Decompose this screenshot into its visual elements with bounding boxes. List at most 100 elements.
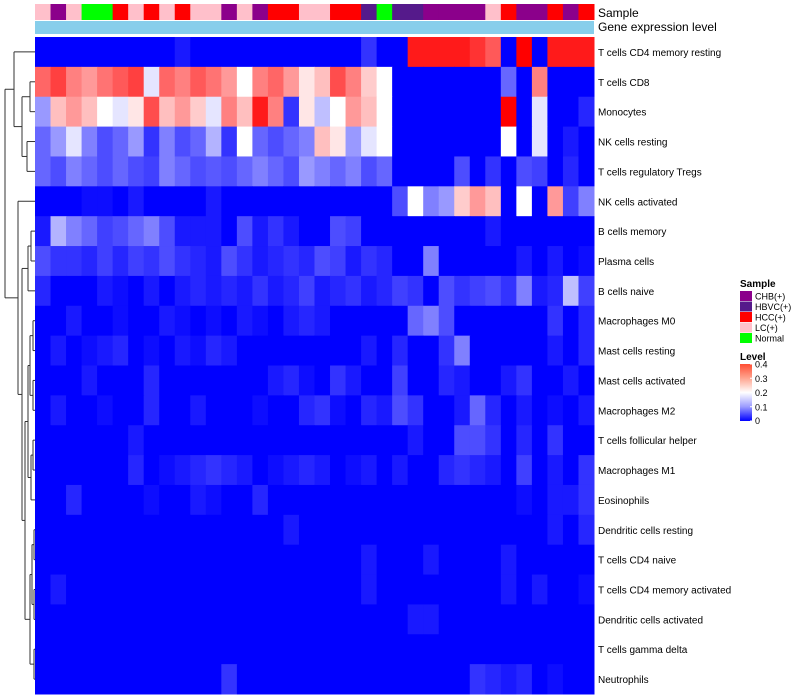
heatmap-cell (128, 484, 145, 516)
heatmap-cell (190, 395, 207, 426)
heatmap-cell (35, 66, 52, 98)
sample-annotation-cell (531, 4, 548, 20)
heatmap-cell (112, 126, 129, 157)
heatmap-cell (174, 246, 191, 277)
heatmap-cell (361, 216, 378, 247)
sample-annotation-cell (35, 4, 52, 20)
heatmap-cell (485, 66, 502, 98)
sample-annotation-cell (112, 4, 129, 20)
heatmap-cell (314, 66, 331, 98)
sample-annotation-cell (81, 4, 98, 20)
heatmap-cell (314, 634, 331, 665)
heatmap-cell (66, 246, 83, 277)
heatmap-cell (562, 246, 579, 277)
heatmap-cell (128, 604, 145, 635)
heatmap-cell (159, 275, 176, 307)
heatmap-cell (221, 246, 238, 277)
heatmap-cell (438, 395, 455, 426)
heatmap-cell (578, 275, 595, 307)
heatmap-cell (330, 186, 347, 217)
heatmap-cell (174, 156, 191, 187)
heatmap-cell (190, 634, 207, 665)
level-legend-tick-label: 0.1 (755, 402, 768, 412)
heatmap-cell (531, 484, 548, 516)
heatmap-cell (97, 66, 114, 98)
heatmap-cell (143, 216, 160, 247)
heatmap-cell (128, 395, 145, 426)
heatmap-cell (485, 425, 502, 456)
heatmap-cell (143, 335, 160, 366)
heatmap-cell (376, 544, 393, 576)
heatmap-cell (267, 126, 284, 157)
heatmap-cell (236, 216, 253, 247)
heatmap-cell (174, 335, 191, 366)
heatmap-cell (500, 216, 517, 247)
heatmap-cell (423, 455, 440, 486)
heatmap-cell (330, 96, 347, 128)
sample-annotation-cell (485, 4, 502, 20)
heatmap-cell (283, 455, 300, 486)
heatmap-cell (547, 96, 564, 128)
heatmap-cell (298, 156, 315, 187)
heatmap-cell (407, 484, 424, 516)
heatmap-cell (469, 246, 486, 277)
heatmap-cell (531, 37, 548, 68)
heatmap-cell (531, 634, 548, 665)
row-label: Mast cells activated (598, 376, 685, 387)
heatmap-cell (578, 574, 595, 605)
heatmap-cell (252, 484, 269, 516)
heatmap-cell (485, 275, 502, 307)
heatmap-cell (547, 66, 564, 98)
heatmap-cell (330, 305, 347, 337)
heatmap-cell (423, 574, 440, 605)
heatmap-cell (267, 365, 284, 396)
heatmap-cell (66, 216, 83, 247)
heatmap-cell (438, 514, 455, 546)
heatmap-cell (361, 305, 378, 337)
heatmap-cell (516, 126, 533, 157)
sample-annotation-cell (190, 4, 207, 20)
heatmap-cell (236, 96, 253, 128)
heatmap-cell (500, 365, 517, 396)
heatmap-cell (345, 275, 362, 307)
heatmap-cell (562, 544, 579, 576)
heatmap-cell (267, 186, 284, 217)
heatmap-cell (267, 544, 284, 576)
heatmap-cell (423, 514, 440, 546)
row-label: Eosinophils (598, 496, 649, 507)
heatmap-cell (221, 96, 238, 128)
heatmap-cell (81, 126, 98, 157)
heatmap-cell (283, 574, 300, 605)
heatmap-cell (128, 96, 145, 128)
heatmap-cell (407, 574, 424, 605)
heatmap-cell (330, 425, 347, 456)
heatmap-cell (283, 544, 300, 576)
heatmap-cell (438, 216, 455, 247)
heatmap-cell (66, 96, 83, 128)
heatmap-cell (298, 365, 315, 396)
heatmap-cell (423, 186, 440, 217)
heatmap-cell (205, 216, 222, 247)
heatmap-cell (252, 96, 269, 128)
heatmap-cell (97, 604, 114, 635)
heatmap-cell (469, 514, 486, 546)
heatmap-cell (485, 395, 502, 426)
heatmap-cell (392, 634, 409, 665)
heatmap-cell (267, 216, 284, 247)
heatmap-cell (485, 186, 502, 217)
heatmap-cell (423, 156, 440, 187)
heatmap-cell (159, 544, 176, 576)
heatmap-cell (438, 634, 455, 665)
heatmap-cell (221, 216, 238, 247)
heatmap-cell (578, 246, 595, 277)
heatmap-cell (112, 484, 129, 516)
heatmap-cell (143, 425, 160, 456)
heatmap-cell (128, 66, 145, 98)
heatmap-cell (81, 365, 98, 396)
sample-legend-label: Normal (755, 334, 784, 344)
heatmap-cell (50, 156, 67, 187)
heatmap-cell (174, 634, 191, 665)
heatmap-cell (50, 634, 67, 665)
heatmap-cell (438, 156, 455, 187)
heatmap-cell (578, 634, 595, 665)
